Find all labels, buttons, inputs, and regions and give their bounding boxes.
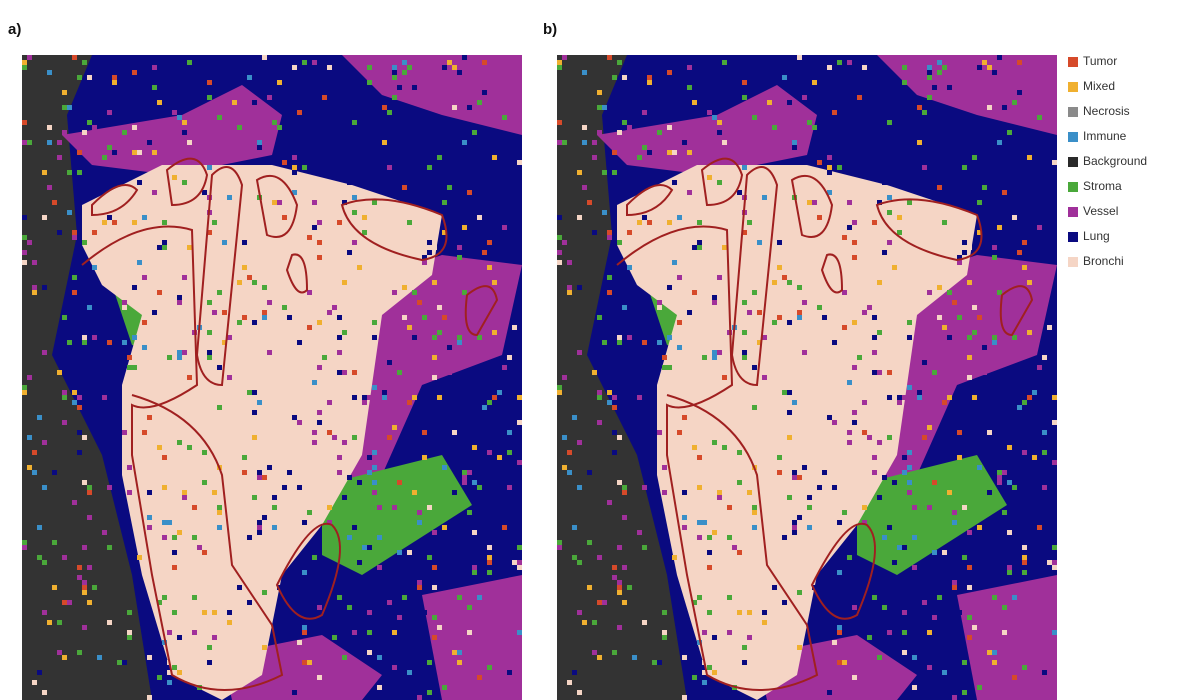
- map-panel-a: [22, 55, 522, 700]
- legend-label: Mixed: [1083, 79, 1115, 93]
- legend-swatch: [1068, 107, 1078, 117]
- legend: Tumor Mixed Necrosis Immune Background Stroma…: [1068, 54, 1147, 268]
- legend-label: Lung: [1083, 229, 1110, 243]
- figure: a) b) Tumor Mixed Necrosis Immune Background…: [0, 0, 1184, 700]
- legend-swatch: [1068, 82, 1078, 92]
- legend-swatch: [1068, 132, 1078, 142]
- panel-label: b): [543, 21, 557, 38]
- page: a) b) Tumor Mixed Necrosis Immune Background…: [0, 0, 1184, 700]
- legend-label: Background: [1083, 154, 1147, 168]
- legend-label: Immune: [1083, 129, 1127, 143]
- legend-label: Necrosis: [1083, 104, 1130, 118]
- legend-swatch: [1068, 182, 1078, 192]
- legend-swatch: [1068, 57, 1078, 67]
- legend-label: Tumor: [1083, 54, 1117, 68]
- legend-label: Stroma: [1083, 179, 1122, 193]
- legend-label: Vessel: [1083, 204, 1118, 218]
- legend-swatch: [1068, 157, 1078, 167]
- legend-swatch: [1068, 207, 1078, 217]
- map-panel-b: [557, 55, 1057, 700]
- panel-label: a): [8, 21, 21, 38]
- legend-swatch: [1068, 232, 1078, 242]
- legend-label: Bronchi: [1083, 254, 1124, 268]
- legend-swatch: [1068, 257, 1078, 267]
